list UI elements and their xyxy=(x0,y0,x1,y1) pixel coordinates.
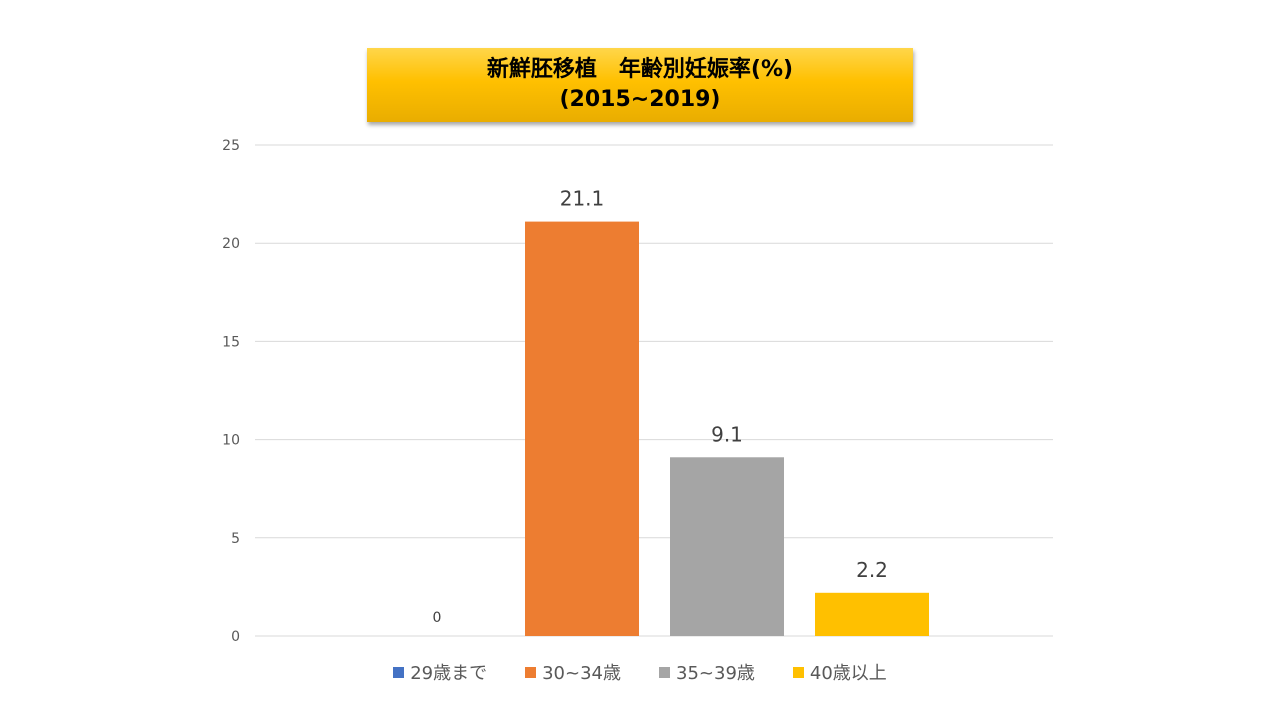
y-tick-label: 0 xyxy=(231,629,240,645)
data-label: 9.1 xyxy=(711,422,743,446)
bar xyxy=(525,221,639,636)
legend-label: 40歳以上 xyxy=(809,663,887,684)
legend-swatch xyxy=(792,666,804,678)
legend-label: 29歳まで xyxy=(410,663,488,684)
chart-legend: 29歳まで 30~34歳 35~39歳 40歳以上 xyxy=(0,658,1280,686)
y-tick-label: 20 xyxy=(222,236,240,252)
bar xyxy=(670,457,784,636)
y-tick-label: 10 xyxy=(222,433,240,449)
legend-label: 35~39歳 xyxy=(676,663,755,684)
chart-subtitle: (2015~2019) xyxy=(559,87,721,112)
y-tick-label: 15 xyxy=(222,334,240,350)
y-tick-label: 25 xyxy=(222,138,240,154)
bar xyxy=(815,592,929,636)
data-label: 0 xyxy=(433,610,442,626)
chart-title: 新鮮胚移植 年齢別妊娠率(%) xyxy=(486,57,794,82)
legend-label: 30~34歳 xyxy=(542,663,621,684)
legend-item: 30~34歳 xyxy=(525,659,621,685)
legend-item: 35~39歳 xyxy=(659,659,755,685)
data-label: 21.1 xyxy=(560,187,605,211)
chart-title-box: 新鮮胚移植 年齢別妊娠率(%) (2015~2019) xyxy=(367,48,913,122)
legend-swatch xyxy=(525,666,537,678)
legend-item: 29歳まで xyxy=(393,659,487,685)
data-label: 2.2 xyxy=(856,558,888,582)
y-tick-label: 5 xyxy=(231,531,240,547)
legend-item: 40歳以上 xyxy=(792,659,887,685)
legend-swatch xyxy=(659,666,670,678)
legend-swatch xyxy=(393,666,405,678)
